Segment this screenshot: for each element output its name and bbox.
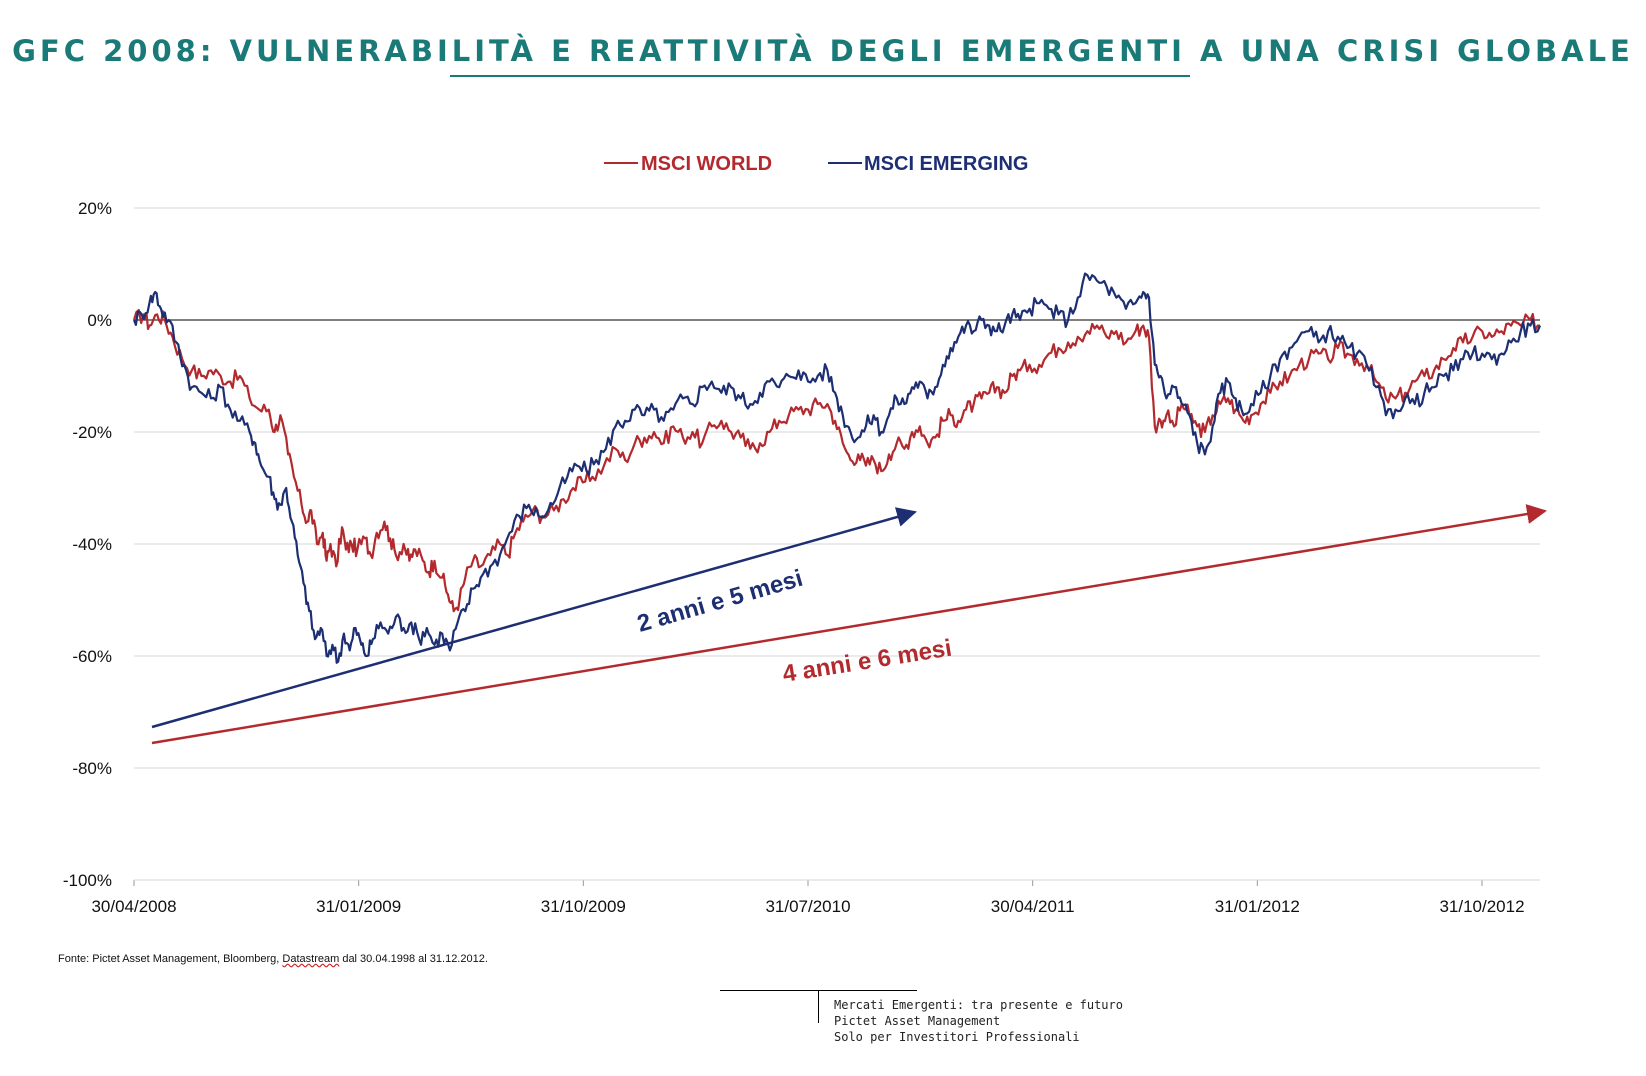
footer-line-3: Solo per Investitori Professionali xyxy=(834,1030,1080,1044)
series xyxy=(132,272,1542,664)
footer-divider-vertical xyxy=(818,990,819,1023)
y-tick-label: -40% xyxy=(72,535,112,554)
footer-line-2: Pictet Asset Management xyxy=(834,1014,1001,1028)
source-underlined: Datastream xyxy=(282,953,340,965)
legend-emerging-label: MSCI EMERGING xyxy=(864,153,1028,175)
x-tick-label: 31/10/2009 xyxy=(541,897,626,916)
x-tick-label: 31/10/2012 xyxy=(1439,897,1524,916)
legend-world-label: MSCI WORLD xyxy=(641,153,772,175)
source-prefix: Fonte: Pictet Asset Management, Bloomber… xyxy=(58,953,283,965)
annotation-world-label: 4 anni e 6 mesi xyxy=(781,635,954,688)
source-suffix: dal 30.04.1998 al 31.12.2012. xyxy=(339,953,488,965)
title-underline xyxy=(450,75,1190,77)
recovery-arrow-emerging xyxy=(151,507,917,729)
y-tick-label: -100% xyxy=(63,871,112,890)
legend: MSCI WORLD MSCI EMERGING xyxy=(604,153,1028,175)
series-line-msci-world xyxy=(132,309,1540,613)
x-tick-label: 31/07/2010 xyxy=(765,897,850,916)
y-tick-label: -80% xyxy=(72,759,112,778)
source-note: Fonte: Pictet Asset Management, Bloomber… xyxy=(58,953,488,965)
footer-line-1: Mercati Emergenti: tra presente e futuro xyxy=(834,998,1123,1012)
footer: Mercati Emergenti: tra presente e futuro… xyxy=(834,997,1123,1045)
annotation-emerging-label: 2 anni e 5 mesi xyxy=(634,565,806,638)
x-tick-label: 30/04/2011 xyxy=(991,897,1075,916)
y-tick-label: -60% xyxy=(72,647,112,666)
recovery-arrow-world xyxy=(151,504,1547,745)
axes: 20% 0% -20% -40% -60% -80% -100% 30/04/2008 31/0… xyxy=(63,199,1540,916)
series-line-msci-emerging xyxy=(132,272,1542,664)
y-tick-label: -20% xyxy=(72,423,112,442)
y-tick-label: 0% xyxy=(87,311,112,330)
y-tick-label: 20% xyxy=(78,199,112,218)
x-tick-label: 31/01/2012 xyxy=(1215,897,1300,916)
x-tick-label: 31/01/2009 xyxy=(316,897,401,916)
page-title: GFC 2008: VULNERABILITÀ E REATTIVITÀ DEG… xyxy=(12,34,1634,68)
x-tick-label: 30/04/2008 xyxy=(91,897,176,916)
